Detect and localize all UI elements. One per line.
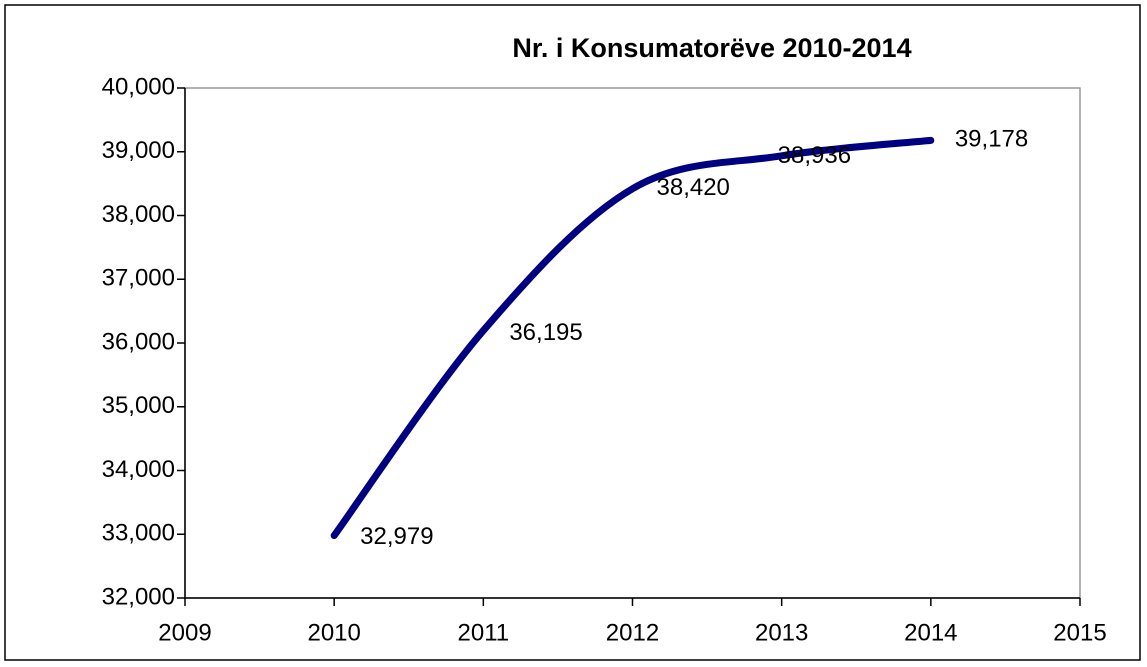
y-tick-label: 40,000 [102,73,175,100]
data-label: 38,936 [778,142,851,169]
y-tick-label: 35,000 [102,392,175,419]
line-series [330,136,935,540]
y-tick-label: 38,000 [102,201,175,228]
chart-frame [4,4,1141,661]
data-label: 36,195 [509,319,582,346]
data-label: 38,420 [657,174,730,201]
y-tick-label: 34,000 [102,456,175,483]
x-tick-label: 2014 [904,619,957,646]
y-tick-label: 37,000 [102,265,175,292]
data-label: 32,979 [360,523,433,550]
y-tick-label: 39,000 [102,137,175,164]
x-tick-label: 2011 [458,619,510,646]
x-tick-label: 2015 [1053,619,1106,646]
data-label: 39,178 [955,126,1028,153]
x-tick-label: 2009 [158,619,211,646]
x-tick-label: 2013 [755,619,808,646]
y-tick-label: 33,000 [102,520,175,547]
y-tick-label: 36,000 [102,328,175,355]
y-tick-label: 32,000 [102,583,175,610]
x-tick-label: 2012 [606,619,659,646]
x-tick-label: 2010 [307,619,360,646]
chart-title: Nr. i Konsumatorëve 2010-2014 [512,33,911,63]
